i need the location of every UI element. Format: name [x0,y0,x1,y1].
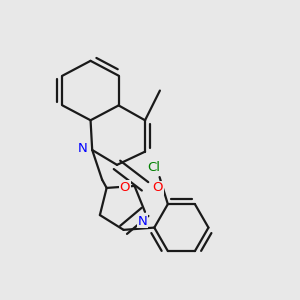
Text: N: N [77,142,87,155]
Text: N: N [137,214,147,228]
Text: Cl: Cl [147,161,160,174]
Text: O: O [152,182,163,194]
Text: O: O [119,181,130,194]
